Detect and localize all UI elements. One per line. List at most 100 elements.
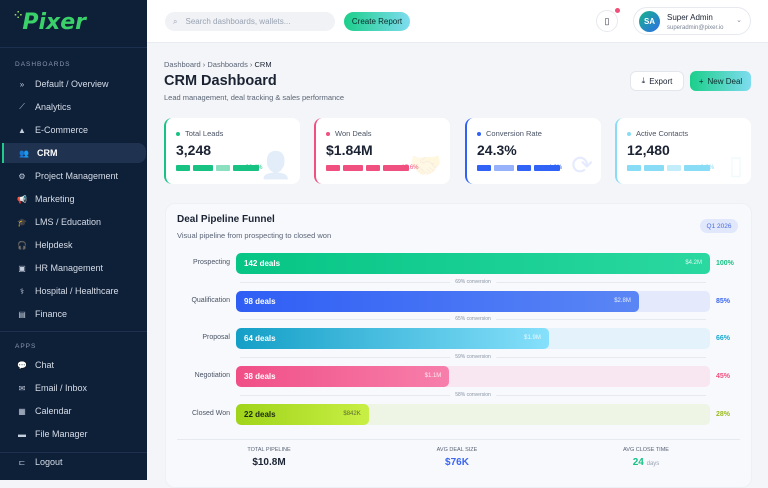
sidebar-item-crm[interactable]: 👥 CRM [2, 143, 146, 163]
stage-label: Negotiation [194, 372, 230, 380]
kpi-change: +22.4% [242, 165, 263, 171]
kpi-label: Won Deals [326, 129, 372, 138]
page-title: CRM Dashboard [164, 73, 277, 89]
section-apps: APPS [15, 343, 37, 350]
divider [0, 331, 147, 332]
notification-button[interactable]: ▯ [596, 10, 618, 32]
nav-icon: ⚙ [18, 171, 26, 181]
conversion-label: 59% conversion [450, 353, 496, 360]
breadcrumb-dashboards[interactable]: Dashboards [207, 60, 248, 69]
stage-percent: 100% [716, 260, 734, 267]
stage-label: Proposal [202, 334, 230, 342]
kpi-change: +4.2% [545, 165, 563, 171]
stage-percent: 66% [716, 335, 731, 343]
sidebar-item-helpdesk[interactable]: 🎧 Helpdesk [2, 235, 146, 255]
sidebar-item-chat[interactable]: 💬 Chat [2, 355, 146, 375]
nav-icon: ▬ [18, 429, 26, 439]
stage-label: Qualification [191, 296, 230, 304]
pipeline-title: Deal Pipeline Funnel [177, 214, 275, 225]
stage-track-prospecting[interactable]: 142 deals $4.2M [236, 253, 710, 274]
sidebar-item-label: Project Management [35, 171, 119, 181]
user-menu[interactable]: SA Super Admin superadmin@pixer.io ⌄ [633, 7, 751, 35]
sidebar-item-file-manager[interactable]: ▬ File Manager [2, 424, 146, 444]
conversion-label: 58% conversion [450, 391, 496, 398]
stage-bar[interactable]: 142 deals $4.2M [236, 253, 710, 274]
trend-bar [383, 165, 409, 171]
stage-deals: 22 deals [244, 409, 276, 419]
sidebar-item-finance[interactable]: ▤ Finance [2, 304, 146, 324]
stage-percent: 85% [716, 297, 731, 305]
stage-track-negotiation[interactable]: 38 deals $1.1M [236, 366, 710, 388]
stage-track-proposal[interactable]: 64 deals $1.9M [236, 328, 710, 350]
section-dashboards: DASHBOARDS [15, 61, 71, 68]
kpi-card-total-leads[interactable]: Total Leads 3,248 +22.4% 👤 [164, 118, 300, 184]
stage-track-closed-won[interactable]: 22 deals $842K [236, 403, 710, 425]
notification-icon: ▯ [604, 15, 610, 26]
sidebar: ⁘Pixer DASHBOARDS » Default / Overview ⟋ An… [0, 0, 147, 480]
kpi-background-icon: 👤 [259, 150, 292, 180]
nav-icon: 👥 [19, 148, 29, 158]
sidebar-item-email-inbox[interactable]: ✉ Email / Inbox [2, 378, 146, 398]
sidebar-item-label: Chat [35, 360, 55, 370]
trend-bar [644, 165, 664, 171]
create-report-button[interactable]: Create Report [344, 12, 410, 31]
sidebar-item-analytics[interactable]: ⟋ Analytics [2, 97, 146, 117]
export-button[interactable]: ⤓ Export [630, 71, 684, 91]
stat-unit: days [646, 461, 660, 467]
stage-bar[interactable]: 22 deals $842K [236, 403, 369, 425]
sidebar-item-label: Marketing [35, 194, 75, 204]
kpi-trend-bars [176, 165, 259, 171]
stage-deals: 64 deals [244, 334, 276, 344]
pipeline-subtitle: Visual pipeline from prospecting to clos… [177, 231, 332, 240]
sidebar-item-e-commerce[interactable]: ▲ E-Commerce [2, 120, 146, 140]
nav-icon: ✉ [18, 383, 26, 393]
kpi-label: Active Contacts [627, 129, 688, 138]
breadcrumb-dashboard[interactable]: Dashboard [164, 60, 201, 69]
kpi-card-won-deals[interactable]: Won Deals $1.84M +15.6% 🤝 [314, 118, 450, 184]
sidebar-item-calendar[interactable]: ▦ Calendar [2, 401, 146, 421]
sidebar-item-marketing[interactable]: 📢 Marketing [2, 189, 146, 209]
stage-amount: $4.2M [685, 260, 702, 266]
stage-track-qualification[interactable]: 98 deals $2.8M [236, 290, 710, 312]
kpi-label: Conversion Rate [477, 129, 542, 138]
sidebar-item-hospital-healthcare[interactable]: ⚕ Hospital / Healthcare [2, 281, 146, 301]
period-badge[interactable]: Q1 2026 [700, 219, 738, 233]
divider [177, 439, 740, 440]
kpi-card-conversion-rate[interactable]: Conversion Rate 24.3% +4.2% ⟳ [465, 118, 601, 184]
sidebar-item-hr-management[interactable]: ▣ HR Management [2, 258, 146, 278]
stage-bar[interactable]: 64 deals $1.9M [236, 328, 549, 350]
trend-bar [233, 165, 259, 171]
sidebar-item-default-overview[interactable]: » Default / Overview [2, 74, 146, 94]
conversion-divider: 65% conversion [240, 316, 706, 323]
kpi-card-active-contacts[interactable]: Active Contacts 12,480 +8.9% ▯ [615, 118, 751, 184]
sidebar-item-label: Calendar [35, 406, 72, 416]
kpi-value: 12,480 [627, 142, 670, 158]
stage-bar[interactable]: 98 deals $2.8M [236, 290, 639, 312]
nav-icon: ▤ [18, 309, 26, 319]
download-icon: ⤓ [641, 76, 646, 85]
logout-button[interactable]: ⊏ Logout [2, 452, 146, 472]
kpi-trend-bars [326, 165, 409, 171]
stat-avg-close-time: AVG CLOSE TIME 24 days [586, 447, 706, 468]
user-email: superadmin@pixer.io [667, 25, 724, 31]
stage-amount: $1.9M [524, 335, 541, 342]
sidebar-item-lms-education[interactable]: 🎓 LMS / Education [2, 212, 146, 232]
logout-icon: ⊏ [18, 457, 26, 467]
trend-bar [216, 165, 230, 171]
trend-bar [343, 165, 363, 171]
search-placeholder: Search dashboards, wallets... [185, 17, 291, 26]
page-subtitle: Lead management, deal tracking & sales p… [164, 93, 345, 102]
new-deal-button[interactable]: + New Deal [690, 71, 751, 91]
logout-label: Logout [35, 457, 63, 467]
stage-amount: $2.8M [614, 297, 631, 304]
divider [0, 452, 147, 453]
sidebar-item-label: Helpdesk [35, 240, 73, 250]
pixer-logo[interactable]: ⁘Pixer [14, 10, 87, 35]
search-input[interactable]: ⌕ Search dashboards, wallets... [165, 12, 335, 31]
stage-bar[interactable]: 38 deals $1.1M [236, 366, 450, 388]
sidebar-item-project-management[interactable]: ⚙ Project Management [2, 166, 146, 186]
trend-bar [684, 165, 710, 171]
stage-amount: $1.1M [424, 373, 442, 380]
trend-bar [517, 165, 531, 171]
nav-icon: 📢 [17, 194, 27, 204]
